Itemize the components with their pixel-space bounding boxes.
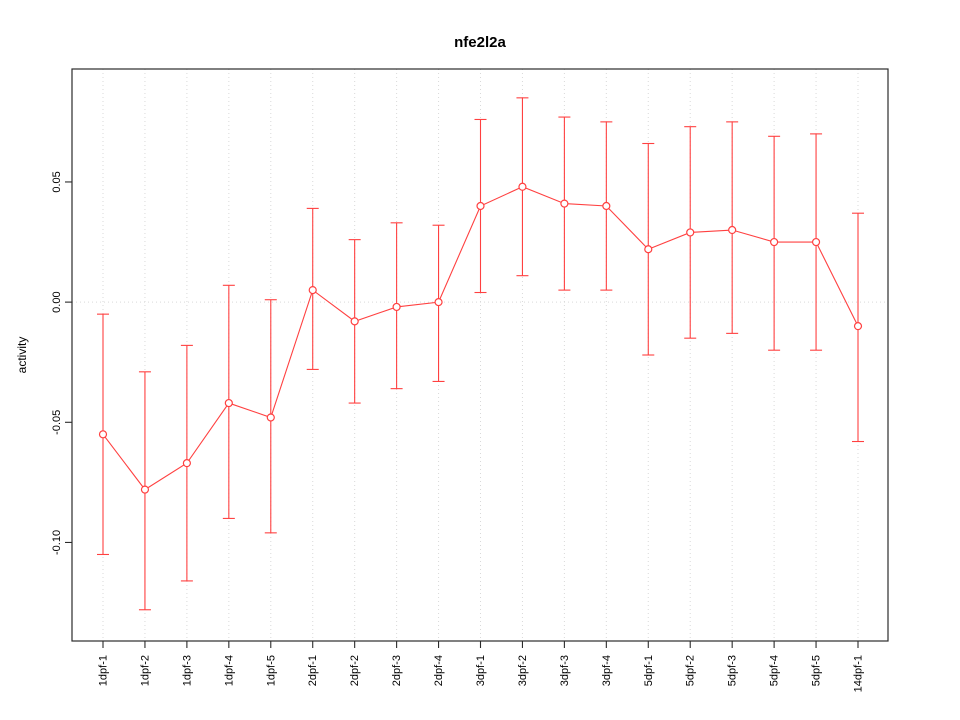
x-axis-ticks [102, 641, 859, 648]
data-point [602, 201, 611, 211]
x-tick-label: 14dpf-1 [853, 655, 865, 692]
data-point [224, 398, 233, 408]
x-tick-label: 2dpf-3 [391, 655, 403, 686]
data-points [98, 182, 863, 494]
data-point [770, 237, 779, 247]
x-tick-label: 3dpf-4 [601, 655, 613, 686]
x-tick-label: 1dpf-5 [265, 655, 277, 686]
x-tick-label: 1dpf-3 [181, 655, 193, 686]
x-tick-label: 5dpf-4 [769, 655, 781, 686]
x-tick-label: 5dpf-3 [727, 655, 739, 686]
x-tick-label: 3dpf-3 [559, 655, 571, 686]
plot-border [71, 68, 889, 642]
x-tick-label: 2dpf-2 [349, 655, 361, 686]
x-tick-label: 3dpf-2 [517, 655, 529, 686]
data-point [686, 228, 695, 237]
x-tick-label: 3dpf-1 [475, 655, 487, 686]
data-point [266, 413, 275, 422]
y-tick-label: 0.05 [51, 171, 63, 192]
x-tick-label: 5dpf-2 [685, 655, 697, 686]
data-point [560, 199, 569, 208]
x-tick-label: 1dpf-2 [139, 655, 151, 686]
chart-title: nfe2l2a [454, 34, 506, 51]
y-axis-tick-labels: 0.05 0.00 -0.05 -0.10 [51, 171, 63, 555]
x-tick-label: 2dpf-4 [433, 655, 445, 686]
data-point [434, 298, 443, 307]
data-point [518, 182, 527, 191]
gridlines [72, 69, 888, 641]
y-axis-label: activity [15, 337, 29, 374]
x-tick-label: 5dpf-5 [811, 655, 823, 686]
data-point [98, 430, 108, 439]
data-point [853, 322, 863, 331]
y-tick-label: -0.05 [51, 410, 63, 435]
data-point [308, 286, 317, 295]
data-point [476, 201, 485, 211]
data-point [140, 485, 150, 494]
x-tick-label: 5dpf-1 [643, 655, 655, 686]
data-point [811, 237, 821, 247]
x-tick-label: 1dpf-1 [98, 655, 110, 686]
x-tick-label: 2dpf-1 [307, 655, 319, 686]
data-point [392, 302, 401, 312]
data-point [644, 245, 653, 254]
y-tick-label: 0.00 [51, 291, 63, 312]
y-axis-ticks [65, 181, 72, 544]
data-point [728, 225, 737, 235]
x-tick-label: 1dpf-4 [223, 655, 235, 686]
x-axis-tick-labels: 1dpf-1 1dpf-2 1dpf-3 1dpf-4 1dpf-5 2dpf-1 2dpf… [98, 655, 865, 692]
data-point [182, 459, 191, 468]
data-point [350, 317, 359, 326]
y-tick-label: -0.10 [51, 530, 63, 555]
